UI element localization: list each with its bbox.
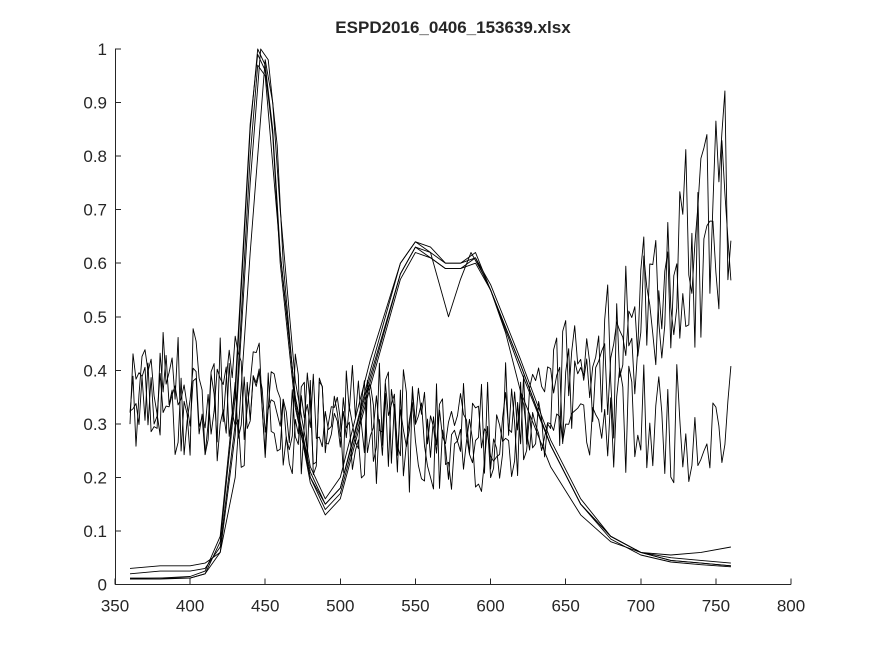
x-tick-label: 750 [702,597,730,616]
x-tick-label: 350 [101,597,129,616]
y-tick-label: 0.3 [83,415,107,434]
y-tick-label: 0 [98,576,107,595]
y-tick-label: 0.8 [83,147,107,166]
y-tick-label: 0.1 [83,522,107,541]
chart-title: ESPD2016_0406_153639.xlsx [335,18,571,37]
spectrum-line-2 [130,48,731,579]
spectrum-line-5 [129,64,731,575]
x-tick-label: 700 [627,597,655,616]
y-tick-label: 0.9 [83,94,107,113]
x-tick-label: 450 [251,597,279,616]
x-tick-label: 500 [326,597,354,616]
noisy-spectrum-line-2 [129,140,732,492]
y-tick-label: 0.7 [83,201,107,220]
spectrum-line-3 [129,53,731,580]
noisy-spectrum-line-3 [129,90,732,493]
axes-group [115,49,791,585]
y-tick-label: 0.4 [83,361,107,380]
spectrum-line-4 [129,59,731,569]
y-tick-label: 0.2 [83,468,107,487]
y-tick-label: 1 [98,40,107,59]
ticks-group: 350 400 450 500 550 600 650 700 750 800 0 0.1 0.2 0.3… [83,40,805,616]
x-tick-label: 650 [551,597,579,616]
x-tick-label: 400 [176,597,204,616]
x-tick-label: 600 [476,597,504,616]
x-tick-label: 800 [777,597,805,616]
noisy-spectrum-line-1 [129,364,732,484]
x-tick-label: 550 [401,597,429,616]
spectra-group [129,48,732,580]
y-tick-label: 0.5 [83,308,107,327]
spectrum-line-1 [130,48,731,580]
y-tick-label: 0.6 [83,254,107,273]
